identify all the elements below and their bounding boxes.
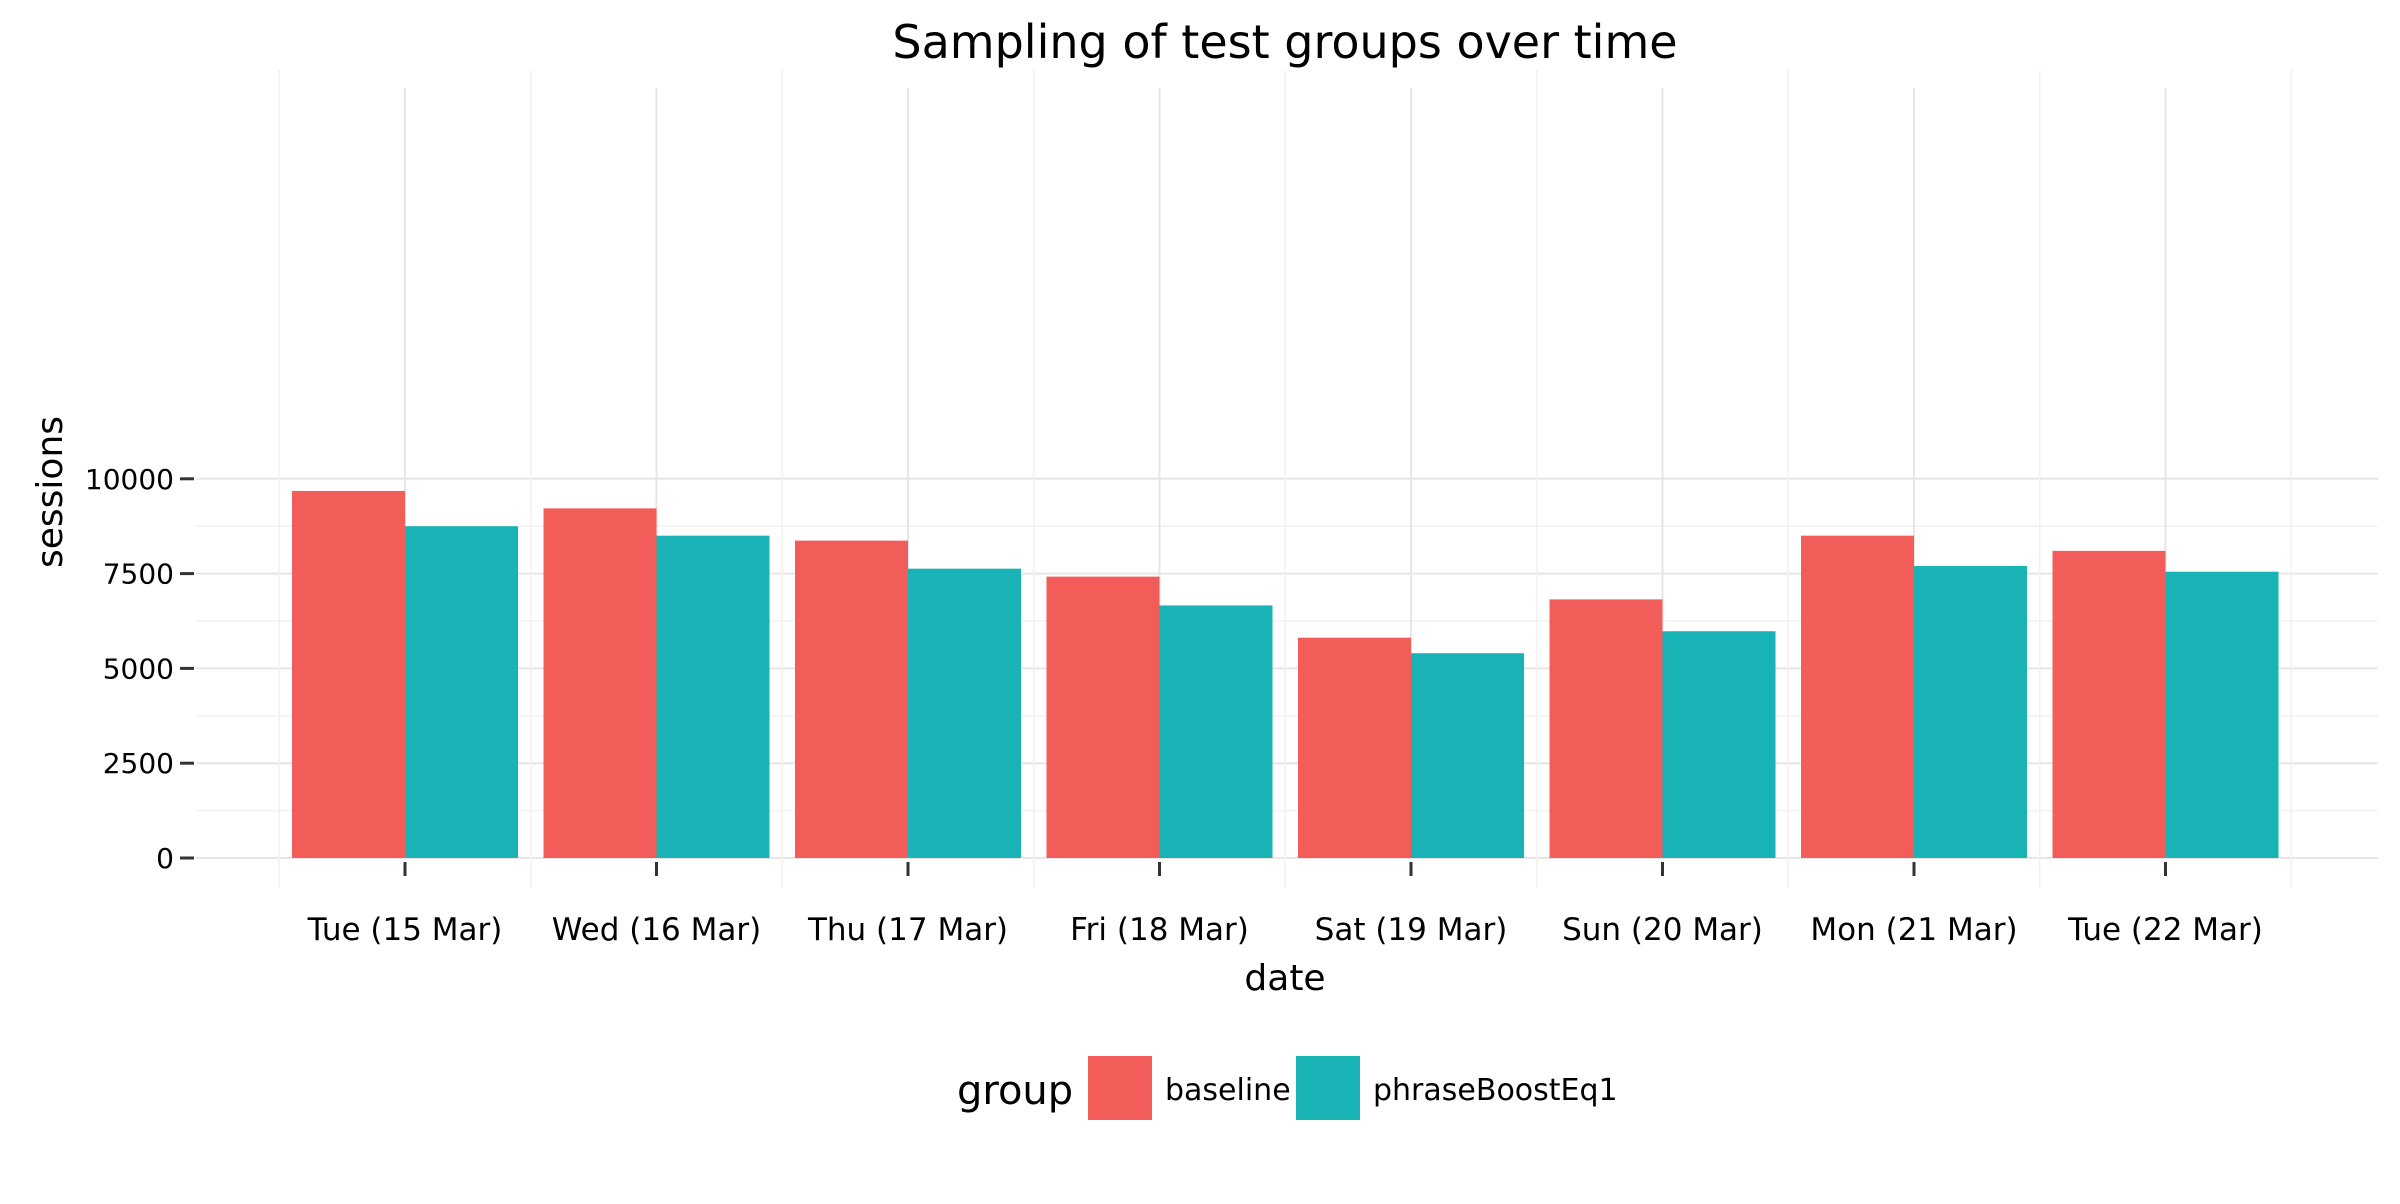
axes: 0 2500 5000 7500 10000 Tue (15 Mar) Wed (16 Ma… <box>85 463 2263 948</box>
legend-label-baseline: baseline <box>1165 1073 1291 1108</box>
y-axis-title: sessions <box>30 416 71 568</box>
y-tick-label: 2500 <box>103 747 174 780</box>
y-tick-label: 0 <box>156 842 174 875</box>
x-tick-label: Sun (20 Mar) <box>1562 912 1763 948</box>
y-tick-label: 10000 <box>85 463 174 496</box>
y-tick-label: 5000 <box>103 652 174 685</box>
x-tick-label: Tue (15 Mar) <box>307 912 503 948</box>
bar-phraseboosteq1-5 <box>1411 653 1524 858</box>
x-tick-label: Wed (16 Mar) <box>552 912 761 948</box>
bar-baseline-1 <box>292 490 405 858</box>
bar-phraseboosteq1-3 <box>908 568 1021 858</box>
bar-phraseboosteq1-1 <box>405 526 518 858</box>
legend-title: group <box>957 1068 1073 1114</box>
legend-swatch-baseline <box>1088 1056 1152 1120</box>
bar-phraseboosteq1-4 <box>1159 605 1273 858</box>
bar-phraseboosteq1-7 <box>1914 566 2027 858</box>
bar-phraseboosteq1-2 <box>656 535 770 858</box>
chart-title: Sampling of test groups over time <box>892 15 1677 69</box>
bar-baseline-8 <box>2052 550 2166 858</box>
bar-phraseboosteq1-8 <box>2165 571 2279 858</box>
legend-label-phraseboosteq1: phraseBoostEq1 <box>1373 1073 1618 1108</box>
x-tick-label: Tue (22 Mar) <box>2067 912 2263 948</box>
grid-lines <box>196 70 2378 888</box>
bar-baseline-6 <box>1549 599 1663 858</box>
bar-phraseboosteq1-6 <box>1662 631 1776 858</box>
bar-baseline-2 <box>543 508 657 858</box>
legend: group baseline phraseBoostEq1 <box>957 1056 1618 1120</box>
bar-baseline-7 <box>1801 535 1914 858</box>
bars <box>292 490 2279 858</box>
x-tick-label: Sat (19 Mar) <box>1315 912 1508 948</box>
bar-baseline-4 <box>1046 576 1160 858</box>
x-axis-title: date <box>1244 958 1325 999</box>
x-tick-label: Mon (21 Mar) <box>1810 912 2017 948</box>
x-tick-label: Thu (17 Mar) <box>807 912 1008 948</box>
y-tick-label: 7500 <box>103 558 174 591</box>
bar-baseline-5 <box>1298 637 1411 858</box>
legend-swatch-phraseboosteq1 <box>1296 1056 1360 1120</box>
bar-baseline-3 <box>795 540 908 858</box>
x-tick-label: Fri (18 Mar) <box>1070 912 1249 948</box>
